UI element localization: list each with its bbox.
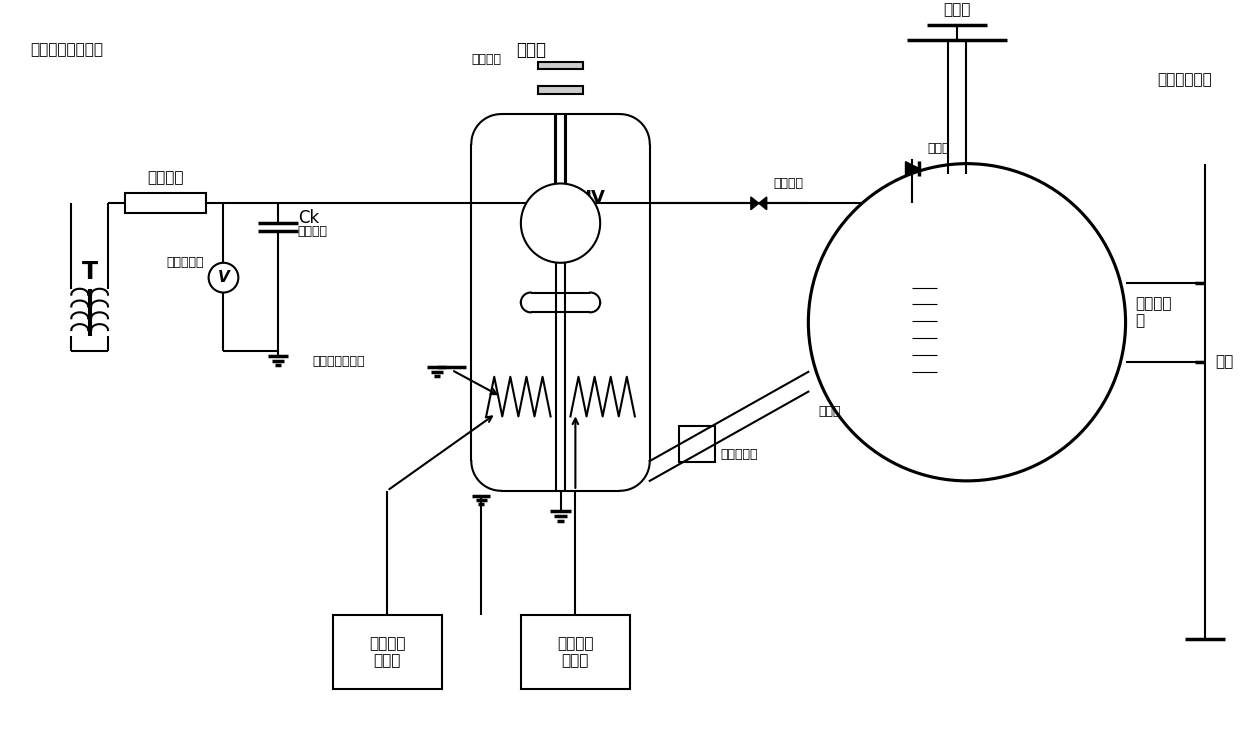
Bar xyxy=(913,263,937,382)
Circle shape xyxy=(208,263,238,292)
Text: 泄压注油
箱: 泄压注油 箱 xyxy=(1136,296,1172,329)
Bar xyxy=(521,615,630,689)
Text: 温度流速
控制柜: 温度流速 控制柜 xyxy=(368,636,405,668)
Text: 油样三通: 油样三通 xyxy=(774,177,804,190)
Text: 保护电阻: 保护电阻 xyxy=(148,170,184,186)
Text: Ck: Ck xyxy=(298,209,319,227)
Bar xyxy=(538,87,583,94)
Text: 短波红外加热灯: 短波红外加热灯 xyxy=(312,355,366,369)
Text: 泄压阀: 泄压阀 xyxy=(944,2,971,18)
Text: 注油口: 注油口 xyxy=(928,142,950,155)
Circle shape xyxy=(808,164,1126,481)
Text: 高温循环泵: 高温循环泵 xyxy=(720,448,758,460)
Text: HV: HV xyxy=(577,189,605,207)
Text: 主油箱: 主油箱 xyxy=(516,41,546,58)
Text: V: V xyxy=(217,270,229,285)
Text: 加压温度控制系统: 加压温度控制系统 xyxy=(30,42,103,57)
Text: 静电电压表: 静电电压表 xyxy=(166,256,203,269)
Bar xyxy=(538,61,583,70)
Circle shape xyxy=(521,184,600,263)
Text: 耦合电容: 耦合电容 xyxy=(298,224,327,238)
Text: 循环管: 循环管 xyxy=(818,405,841,418)
Text: 循环泄压系统: 循环泄压系统 xyxy=(1158,72,1213,87)
Text: 绝缘套管: 绝缘套管 xyxy=(471,53,501,66)
Bar xyxy=(680,426,715,462)
Polygon shape xyxy=(905,161,919,175)
Text: T: T xyxy=(82,260,98,284)
Bar xyxy=(332,615,441,689)
Text: 支架: 支架 xyxy=(1215,354,1233,369)
Polygon shape xyxy=(751,197,759,209)
Polygon shape xyxy=(759,197,766,209)
Text: 温度流速
控制柜: 温度流速 控制柜 xyxy=(557,636,594,668)
Bar xyxy=(125,193,206,213)
